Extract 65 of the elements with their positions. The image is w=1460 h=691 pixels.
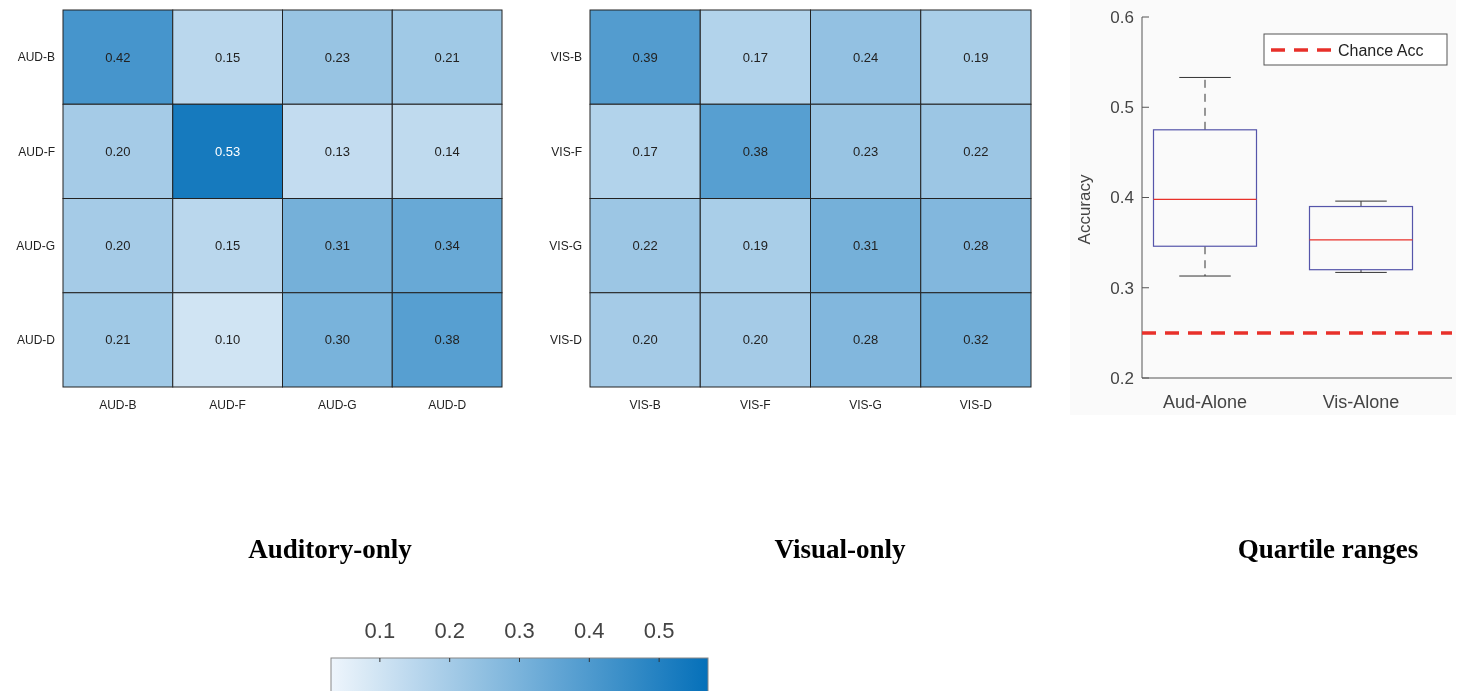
- x-tick-label: VIS-D: [959, 398, 993, 412]
- data-label: 0.31: [324, 238, 351, 254]
- data-label: 0.20: [105, 238, 131, 254]
- y-tick-label: VIS-B: [550, 50, 582, 65]
- x-tick-label: AUD-B: [99, 398, 137, 412]
- data-label: 0.21: [434, 49, 460, 65]
- color-bar-label: 0.2: [434, 618, 465, 643]
- data-label: 0.22: [632, 238, 658, 254]
- color-bar-label: 0.5: [643, 618, 675, 643]
- text: Auditory-only: [248, 534, 413, 564]
- color-bar-label: 0.1: [364, 618, 396, 643]
- data-label: 0.28: [963, 238, 989, 254]
- data-label: 0.23: [852, 143, 879, 159]
- color-bar-label: 0.3: [504, 618, 535, 643]
- y-tick-label: AUD-D: [17, 333, 56, 348]
- y-axis-title: Accuracy: [1075, 174, 1094, 245]
- data-label: 0.30: [324, 332, 351, 348]
- legend-label: Chance Acc: [1338, 41, 1424, 59]
- y-tick-label: 0.6: [1110, 7, 1134, 27]
- x-tick-label: Aud-Alone: [1162, 392, 1248, 412]
- text: Visual-only: [774, 534, 907, 564]
- y-tick-label: VIS-D: [549, 333, 583, 348]
- y-tick-label: 0.4: [1110, 188, 1134, 208]
- data-label: 0.20: [742, 332, 769, 348]
- data-label: 0.10: [214, 332, 241, 348]
- data-label: 0.17: [632, 143, 658, 159]
- y-tick-label: AUD-B: [17, 50, 55, 65]
- data-label: 0.34: [434, 238, 460, 254]
- data-label: 0.38: [434, 332, 460, 348]
- y-tick-label: AUD-G: [16, 238, 55, 253]
- y-tick-label: 0.5: [1110, 98, 1134, 118]
- data-label: 0.15: [214, 238, 241, 254]
- data-label: 0.31: [852, 238, 879, 254]
- data-label: 0.38: [742, 143, 769, 159]
- y-tick-label: 0.2: [1110, 368, 1134, 388]
- data-label: 0.22: [963, 143, 989, 159]
- y-tick-label: 0.3: [1110, 278, 1134, 298]
- data-label: 0.15: [214, 49, 241, 65]
- color-bar-label: 0.4: [574, 618, 605, 643]
- data-label: 0.32: [963, 332, 989, 348]
- x-tick-label: VIS-B: [629, 398, 661, 412]
- y-tick-label: VIS-G: [549, 238, 582, 253]
- y-tick-label: AUD-F: [18, 144, 55, 159]
- data-label: 0.28: [852, 332, 879, 348]
- data-label: 0.23: [324, 49, 351, 65]
- data-label: 0.20: [105, 143, 131, 159]
- data-label: 0.21: [105, 332, 131, 348]
- data-label: 0.42: [105, 49, 131, 65]
- x-tick-label: Vis-Alone: [1322, 392, 1400, 412]
- x-tick-label: VIS-F: [740, 398, 771, 412]
- data-label: 0.39: [632, 49, 658, 65]
- x-tick-label: AUD-G: [318, 398, 357, 412]
- data-label: 0.19: [963, 49, 989, 65]
- x-tick-label: AUD-D: [428, 398, 467, 412]
- x-tick-label: VIS-G: [849, 398, 882, 412]
- data-label: 0.14: [434, 143, 460, 159]
- data-label: 0.13: [324, 143, 351, 159]
- text: Quartile ranges: [1237, 534, 1419, 564]
- data-label: 0.24: [852, 49, 879, 65]
- data-label: 0.53: [214, 143, 241, 159]
- data-label: 0.19: [742, 238, 769, 254]
- x-tick-label: AUD-F: [209, 398, 246, 412]
- data-label: 0.17: [742, 49, 769, 65]
- y-tick-label: VIS-F: [551, 144, 582, 159]
- data-label: 0.20: [632, 332, 658, 348]
